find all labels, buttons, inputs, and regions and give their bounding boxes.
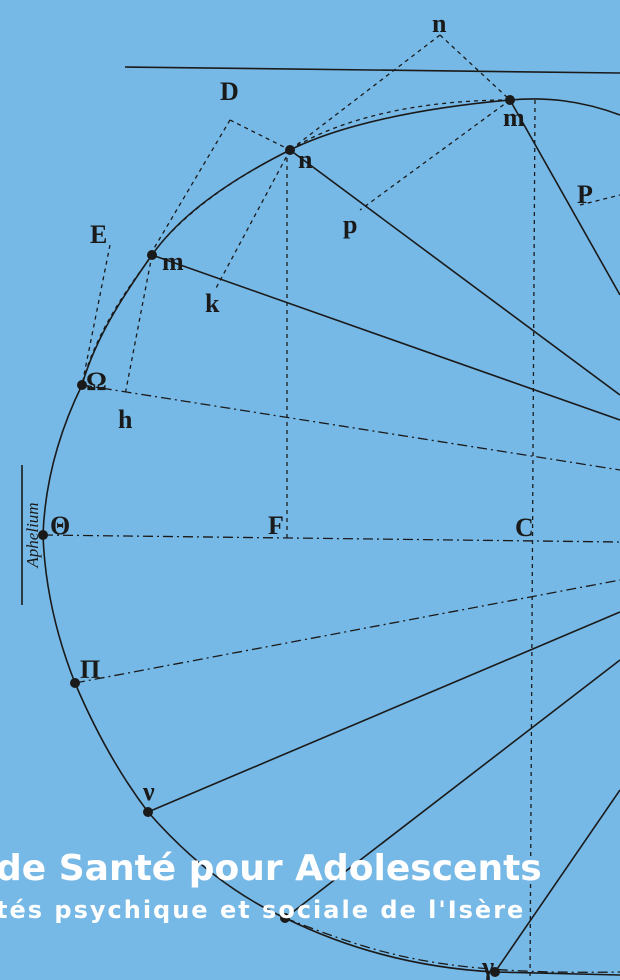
line (81, 244, 111, 386)
line (147, 611, 620, 813)
label: D (220, 77, 239, 106)
orbit-dash (81, 99, 511, 386)
title: de Santé pour Adolescents (0, 848, 542, 889)
label: Θ (50, 511, 70, 540)
label: C (515, 513, 534, 542)
point (147, 250, 157, 260)
label: γ (481, 952, 494, 980)
point (505, 95, 515, 105)
points (38, 95, 515, 977)
label: P (577, 180, 593, 209)
orbit (42, 98, 620, 976)
point (38, 530, 48, 540)
line (494, 789, 620, 973)
subtitle: tés psychique et sociale de l'Isère (0, 896, 525, 924)
line (509, 99, 620, 296)
line (124, 254, 153, 396)
label: m (503, 103, 525, 132)
line (284, 659, 620, 919)
line (289, 34, 441, 151)
label: p (343, 210, 357, 239)
line (149, 119, 231, 256)
diagram: n D m n p P E m k Ω h Θ F C Π ν γ Apheli… (21, 9, 620, 980)
label: m (162, 247, 184, 276)
line (359, 99, 511, 211)
line (214, 149, 291, 291)
line (529, 99, 536, 980)
label: Π (80, 655, 100, 684)
label: E (90, 220, 107, 249)
label: F (268, 511, 284, 540)
label: Ω (86, 367, 107, 396)
line (42, 534, 620, 543)
line (439, 34, 511, 101)
line (124, 66, 620, 74)
point (70, 678, 80, 688)
label: k (205, 289, 220, 318)
line (289, 149, 620, 396)
label: n (432, 9, 447, 38)
label: ν (142, 777, 155, 806)
point (77, 380, 87, 390)
line (81, 384, 620, 471)
line (151, 254, 620, 421)
point (285, 145, 295, 155)
side-label: Aphelium (23, 502, 42, 568)
line (74, 579, 620, 684)
line (579, 194, 620, 206)
point (490, 967, 500, 977)
label: n (298, 145, 313, 174)
label: h (118, 405, 133, 434)
point (280, 913, 290, 923)
orbit-dash (284, 917, 620, 973)
line (229, 119, 291, 151)
point (143, 807, 153, 817)
